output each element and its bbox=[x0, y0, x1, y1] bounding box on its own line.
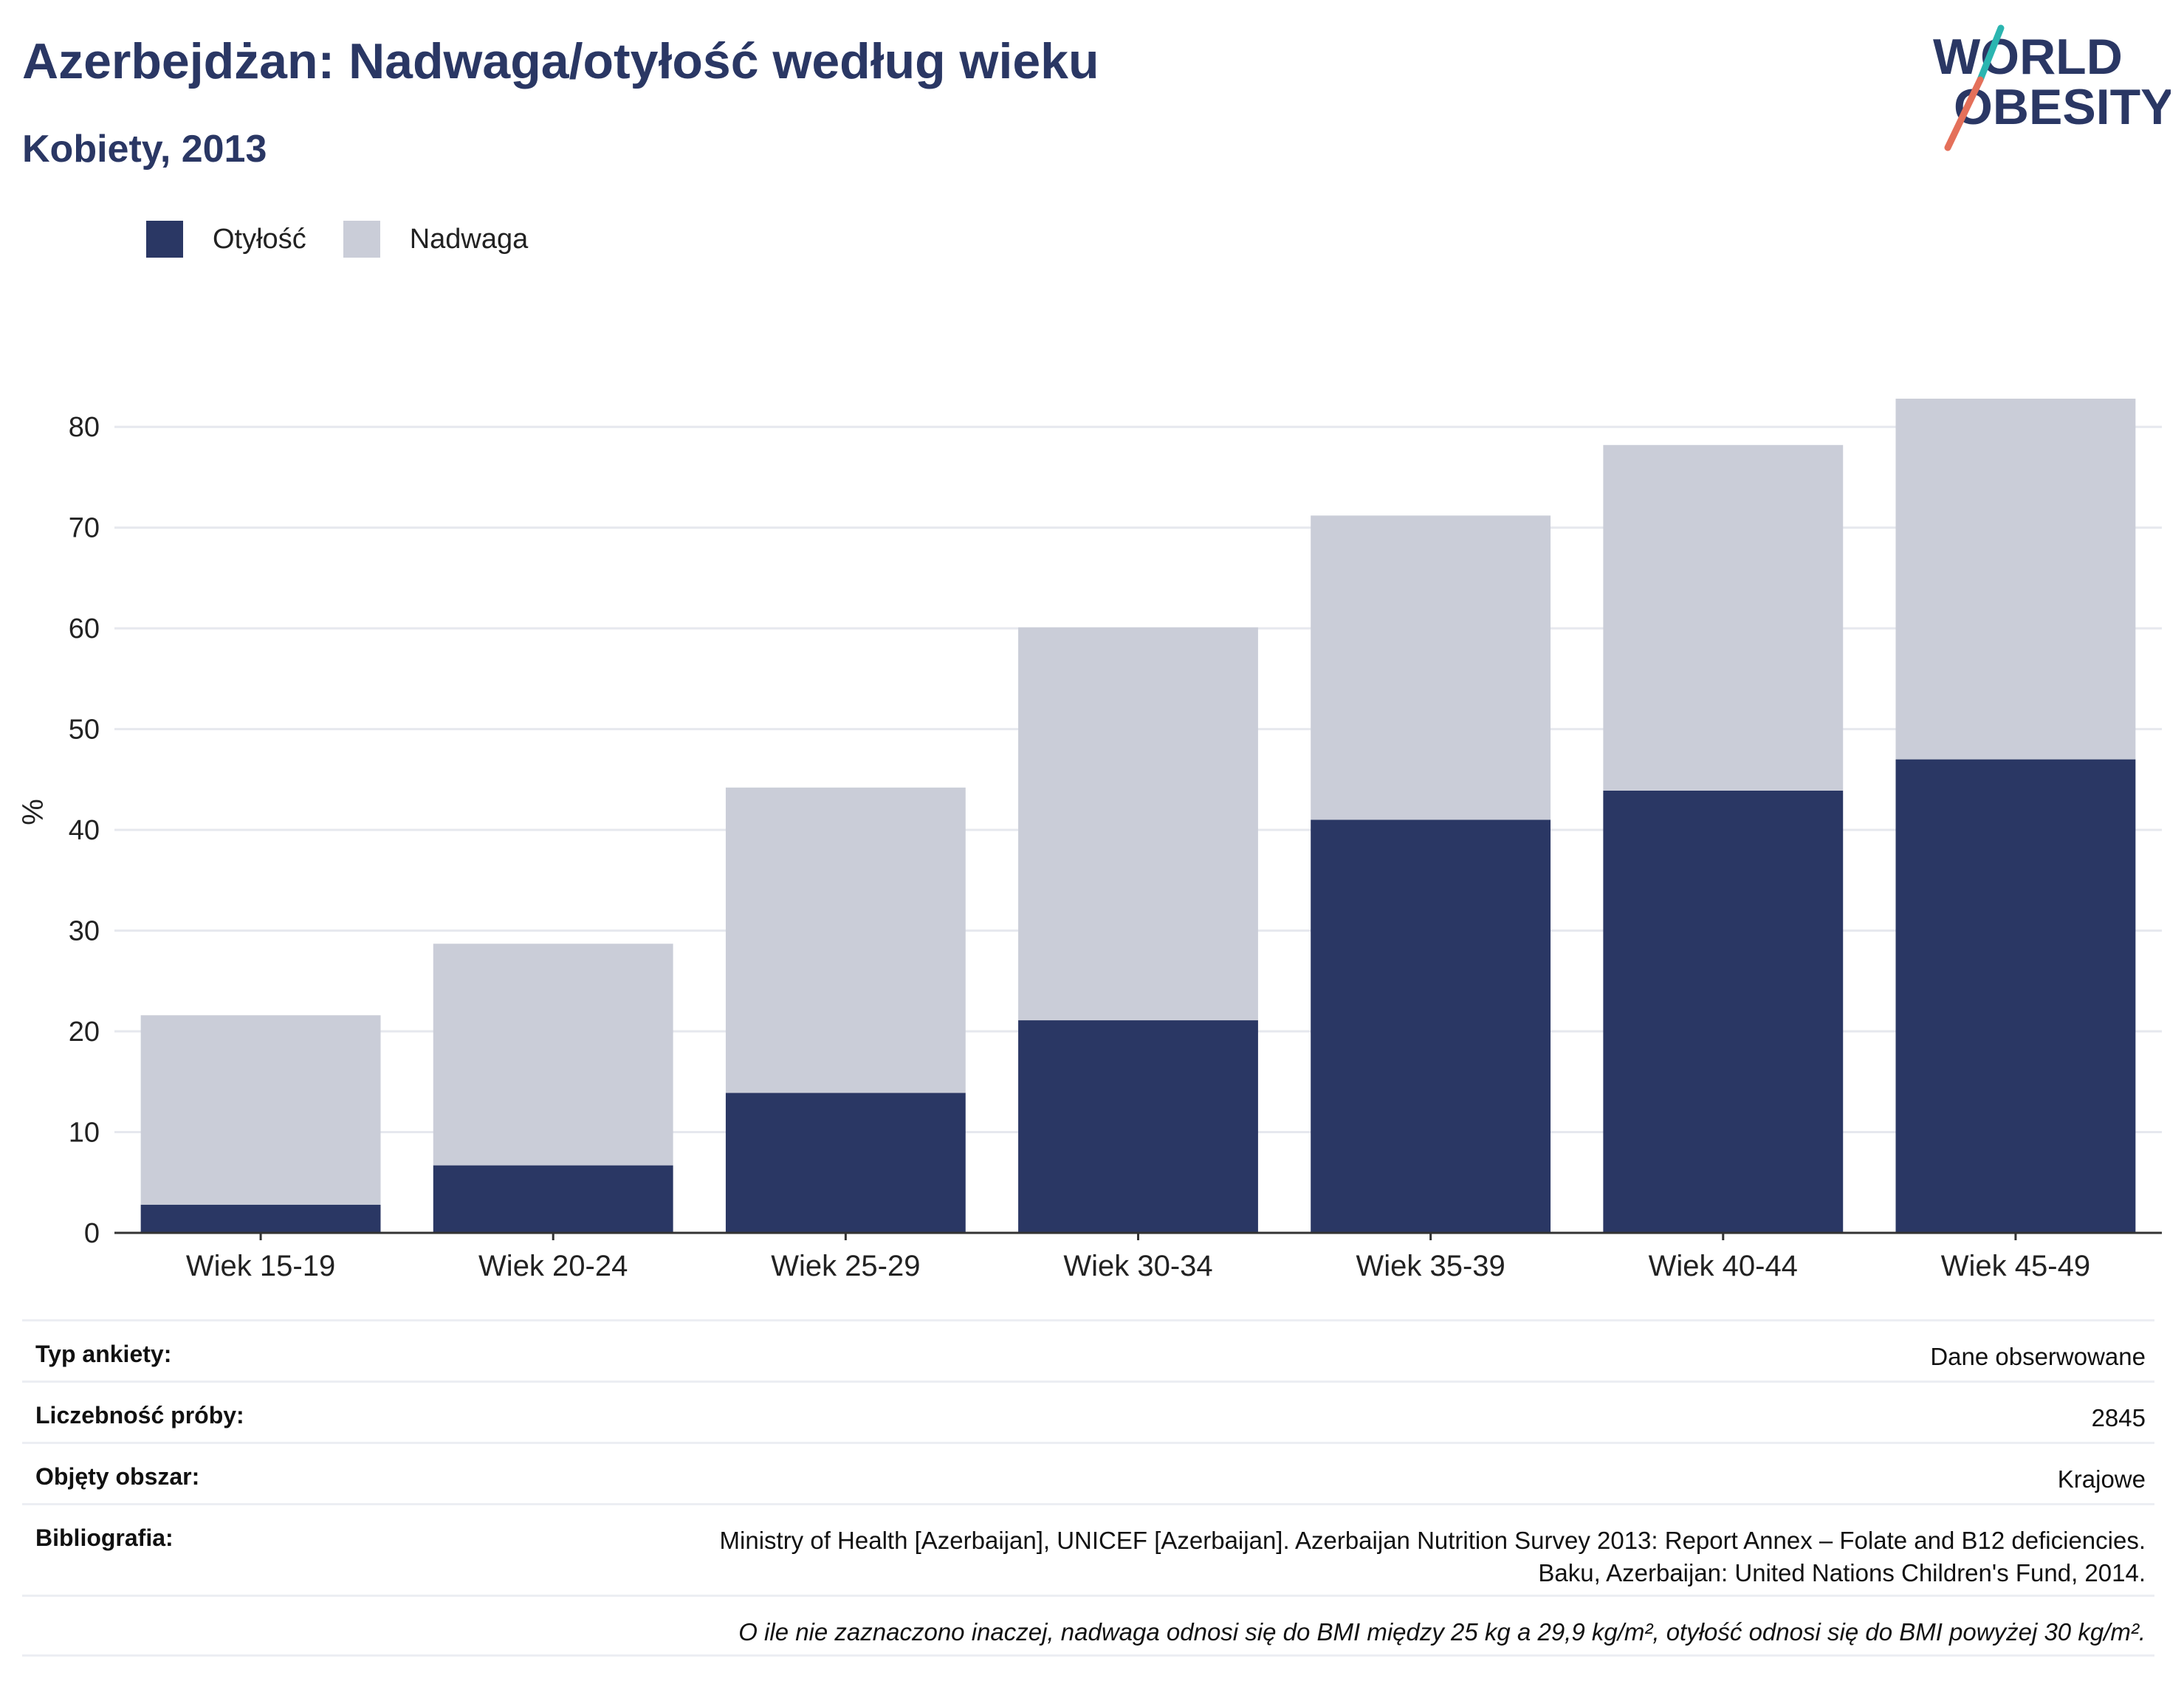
sample-size-label: Liczebność próby: bbox=[35, 1402, 244, 1428]
y-tick-label: 70 bbox=[69, 513, 100, 544]
sample-size-value: 2845 bbox=[2091, 1404, 2146, 1431]
y-tick-label: 30 bbox=[69, 916, 100, 947]
bar-obesity[interactable] bbox=[725, 1093, 966, 1233]
bar-overweight[interactable] bbox=[1311, 515, 1551, 820]
chart-bars bbox=[140, 399, 2136, 1233]
bar-overweight[interactable] bbox=[725, 787, 966, 1093]
x-axis-ticks: Wiek 15-19 Wiek 20-24 Wiek 25-29 Wiek 30-34… bbox=[186, 1233, 2090, 1282]
logo-slash-coral bbox=[1944, 76, 1984, 151]
logo-word-world: WORLD bbox=[1933, 29, 2123, 85]
bar-obesity[interactable] bbox=[1018, 1020, 1258, 1233]
survey-type-value: Dane obserwowane bbox=[1930, 1343, 2146, 1370]
page-subtitle: Kobiety, 2013 bbox=[22, 128, 267, 171]
bar-overweight[interactable] bbox=[1018, 627, 1258, 1021]
info-row-note: O ile nie zaznaczono inaczej, nadwaga od… bbox=[22, 1595, 2154, 1657]
x-tick-label: Wiek 35-39 bbox=[1356, 1250, 1505, 1282]
legend-label-obesity: Otyłość bbox=[213, 223, 306, 255]
legend-item-overweight[interactable]: Nadwaga bbox=[343, 221, 529, 258]
world-obesity-logo: WORLD OBESITY bbox=[1933, 24, 2171, 151]
legend-swatch-obesity bbox=[146, 221, 183, 258]
bar-obesity[interactable] bbox=[1895, 759, 2136, 1233]
y-tick-label: 10 bbox=[69, 1118, 100, 1149]
x-tick-label: Wiek 20-24 bbox=[478, 1250, 628, 1282]
bar-overweight[interactable] bbox=[433, 943, 673, 1166]
info-row-bibliography: Bibliografia: Ministry of Health [Azerba… bbox=[22, 1503, 2154, 1595]
x-tick-label: Wiek 45-49 bbox=[1941, 1250, 2090, 1282]
legend-swatch-overweight bbox=[343, 221, 380, 258]
legend-label-overweight: Nadwaga bbox=[409, 223, 529, 255]
bar-obesity[interactable] bbox=[1311, 819, 1551, 1233]
y-tick-label: 40 bbox=[69, 815, 100, 846]
bibliography-value: Ministry of Health [Azerbaijan], UNICEF … bbox=[720, 1505, 2154, 1595]
bibliography-line-2: Baku, Azerbaijan: United Nations Childre… bbox=[1538, 1559, 2146, 1586]
y-axis-ticks: 0 10 20 30 40 50 60 70 80 bbox=[69, 412, 100, 1249]
y-tick-label: 60 bbox=[69, 613, 100, 644]
y-axis-label: % bbox=[17, 799, 49, 825]
info-row-survey-type: Typ ankiety: Dane obserwowane bbox=[22, 1319, 2154, 1381]
bar-overweight[interactable] bbox=[1603, 444, 1844, 791]
y-tick-label: 80 bbox=[69, 412, 100, 443]
page-title: Azerbejdżan: Nadwaga/otyłość według wiek… bbox=[22, 33, 1099, 89]
x-tick-label: Wiek 25-29 bbox=[771, 1250, 920, 1282]
y-tick-label: 50 bbox=[69, 715, 100, 746]
bar-obesity[interactable] bbox=[1603, 790, 1844, 1233]
bar-obesity[interactable] bbox=[433, 1165, 673, 1233]
bibliography-line-1: Ministry of Health [Azerbaijan], UNICEF … bbox=[719, 1527, 2146, 1554]
chart-legend: Otyłość Nadwaga bbox=[146, 219, 565, 260]
bibliography-label: Bibliografia: bbox=[35, 1524, 174, 1551]
area-label: Objęty obszar: bbox=[35, 1463, 200, 1490]
logo-slash-teal bbox=[1977, 24, 2005, 83]
x-tick-label: Wiek 30-34 bbox=[1063, 1250, 1212, 1282]
x-tick-label: Wiek 15-19 bbox=[186, 1250, 335, 1282]
x-tick-label: Wiek 40-44 bbox=[1649, 1250, 1798, 1282]
info-row-area: Objęty obszar: Krajowe bbox=[22, 1442, 2154, 1503]
bar-overweight[interactable] bbox=[140, 1015, 381, 1205]
survey-type-label: Typ ankiety: bbox=[35, 1341, 172, 1367]
y-tick-label: 0 bbox=[84, 1218, 100, 1249]
bar-obesity[interactable] bbox=[140, 1204, 381, 1233]
survey-info-table: Typ ankiety: Dane obserwowane Liczebność… bbox=[22, 1319, 2154, 1657]
definition-note: O ile nie zaznaczono inaczej, nadwaga od… bbox=[738, 1618, 2146, 1646]
bar-overweight[interactable] bbox=[1895, 399, 2136, 760]
info-row-sample-size: Liczebność próby: 2845 bbox=[22, 1381, 2154, 1442]
y-tick-label: 20 bbox=[69, 1017, 100, 1048]
legend-item-obesity[interactable]: Otyłość bbox=[146, 221, 306, 258]
logo-word-obesity: OBESITY bbox=[1954, 79, 2171, 135]
area-value: Krajowe bbox=[2057, 1465, 2146, 1493]
